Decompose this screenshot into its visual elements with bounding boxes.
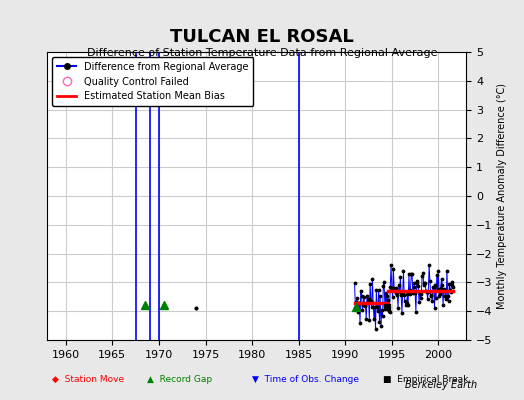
Text: ◆  Station Move: ◆ Station Move [52,375,125,384]
Y-axis label: Monthly Temperature Anomaly Difference (°C): Monthly Temperature Anomaly Difference (… [497,83,507,309]
Text: ▼  Time of Obs. Change: ▼ Time of Obs. Change [252,375,358,384]
Text: ▲  Record Gap: ▲ Record Gap [147,375,212,384]
Text: Berkeley Earth: Berkeley Earth [405,380,477,390]
Text: TULCAN EL ROSAL: TULCAN EL ROSAL [170,28,354,46]
Legend: Difference from Regional Average, Quality Control Failed, Estimated Station Mean: Difference from Regional Average, Qualit… [52,57,254,106]
Text: ■  Empirical Break: ■ Empirical Break [383,375,468,384]
Text: Difference of Station Temperature Data from Regional Average: Difference of Station Temperature Data f… [87,48,437,58]
